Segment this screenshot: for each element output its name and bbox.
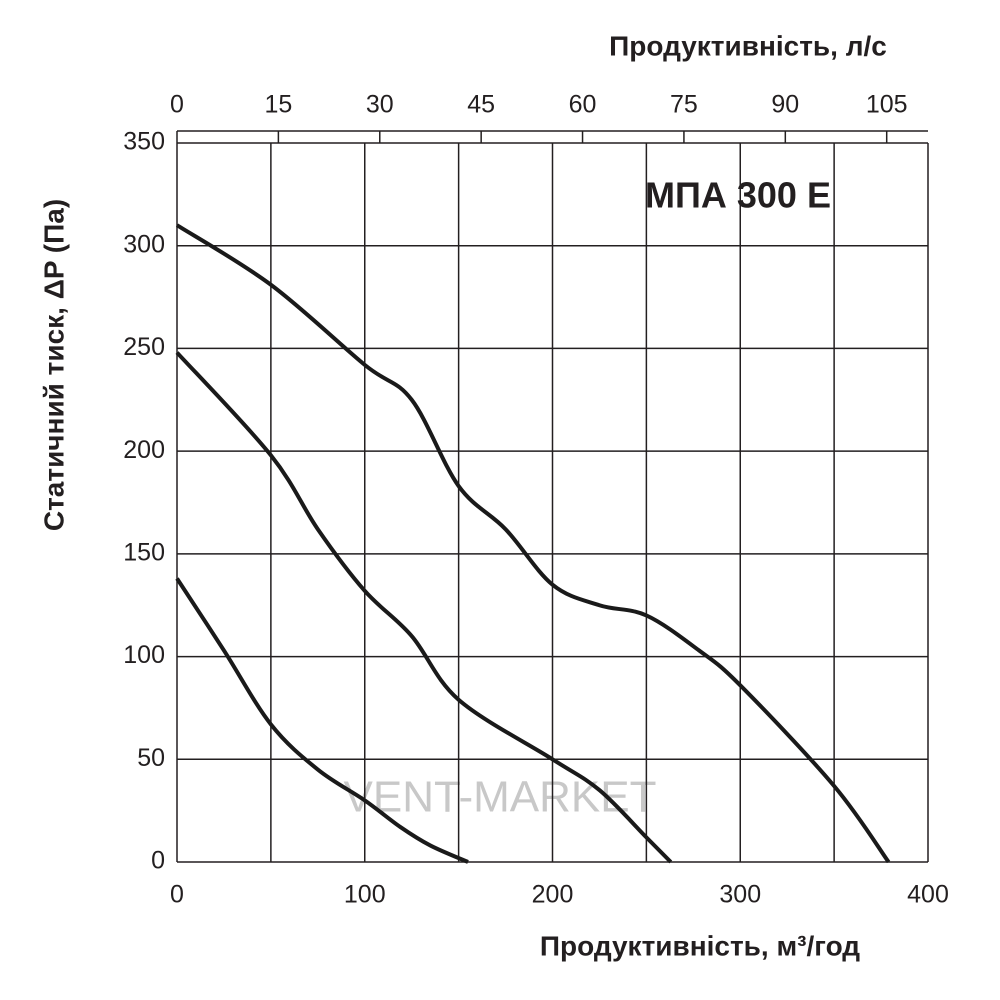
curve (175, 223, 891, 864)
x-tick-label: 200 (532, 881, 574, 909)
y-tick-label: 150 (123, 538, 165, 566)
y-tick-label: 250 (123, 333, 165, 361)
y-tick-label: 100 (123, 641, 165, 669)
watermark: VENT-MARKET (344, 773, 657, 822)
y-axis-title: Статичний тиск, ΔP (Па) (38, 199, 69, 531)
x-tick-label: 100 (344, 881, 386, 909)
curve (175, 351, 673, 864)
y-tick-label: 0 (151, 847, 165, 875)
x-tick-label: 400 (907, 881, 949, 909)
x-tick-label: 0 (170, 881, 184, 909)
x2-tick-label: 60 (569, 91, 597, 119)
y-tick-label: 50 (137, 744, 165, 772)
x2-tick-label: 105 (866, 91, 908, 119)
x2-tick-label: 15 (264, 91, 292, 119)
x-axis-title: Продуктивність, м³/год (540, 930, 860, 961)
x-tick-label: 300 (719, 881, 761, 909)
chart-title: МПА 300 Е (645, 175, 831, 216)
curve (175, 577, 469, 864)
x2-tick-label: 0 (170, 91, 184, 119)
y-tick-label: 200 (123, 436, 165, 464)
x2-tick-label: 90 (771, 91, 799, 119)
x2-axis-title: Продуктивність, л/с (609, 30, 887, 61)
y-tick-label: 350 (123, 128, 165, 156)
x2-tick-label: 30 (366, 91, 394, 119)
x2-tick-label: 45 (467, 91, 495, 119)
x2-tick-label: 75 (670, 91, 698, 119)
y-tick-label: 300 (123, 230, 165, 258)
